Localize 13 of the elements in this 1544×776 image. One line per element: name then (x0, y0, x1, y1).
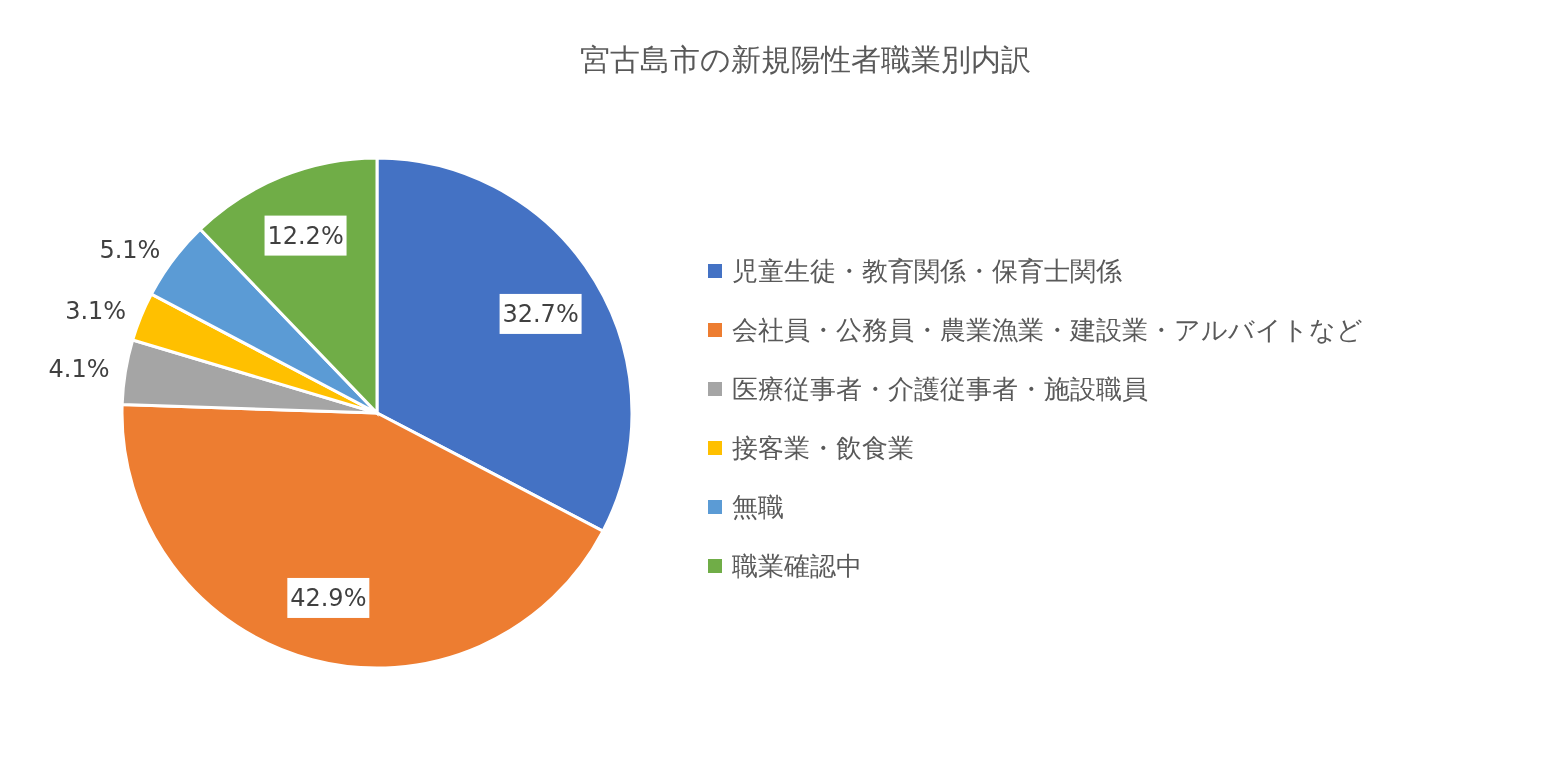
data-label: 42.9% (290, 583, 367, 612)
legend-label: 会社員・公務員・農業漁業・建設業・アルバイトなど (732, 315, 1363, 345)
data-label: 32.7% (502, 299, 579, 328)
chart-title: 宮古島市の新規陽性者職業別内訳 (579, 42, 1031, 77)
legend-label: 接客業・飲食業 (732, 433, 914, 463)
data-label: 12.2% (267, 221, 344, 250)
data-label: 5.1% (99, 236, 161, 265)
data-label: 3.1% (65, 296, 127, 325)
legend-label: 職業確認中 (732, 551, 862, 581)
legend-label: 児童生徒・教育関係・保育士関係 (732, 256, 1122, 286)
legend-label: 医療従事者・介護従事者・施設職員 (732, 374, 1148, 404)
legend-label: 無職 (732, 492, 784, 522)
data-label: 4.1% (48, 355, 110, 384)
